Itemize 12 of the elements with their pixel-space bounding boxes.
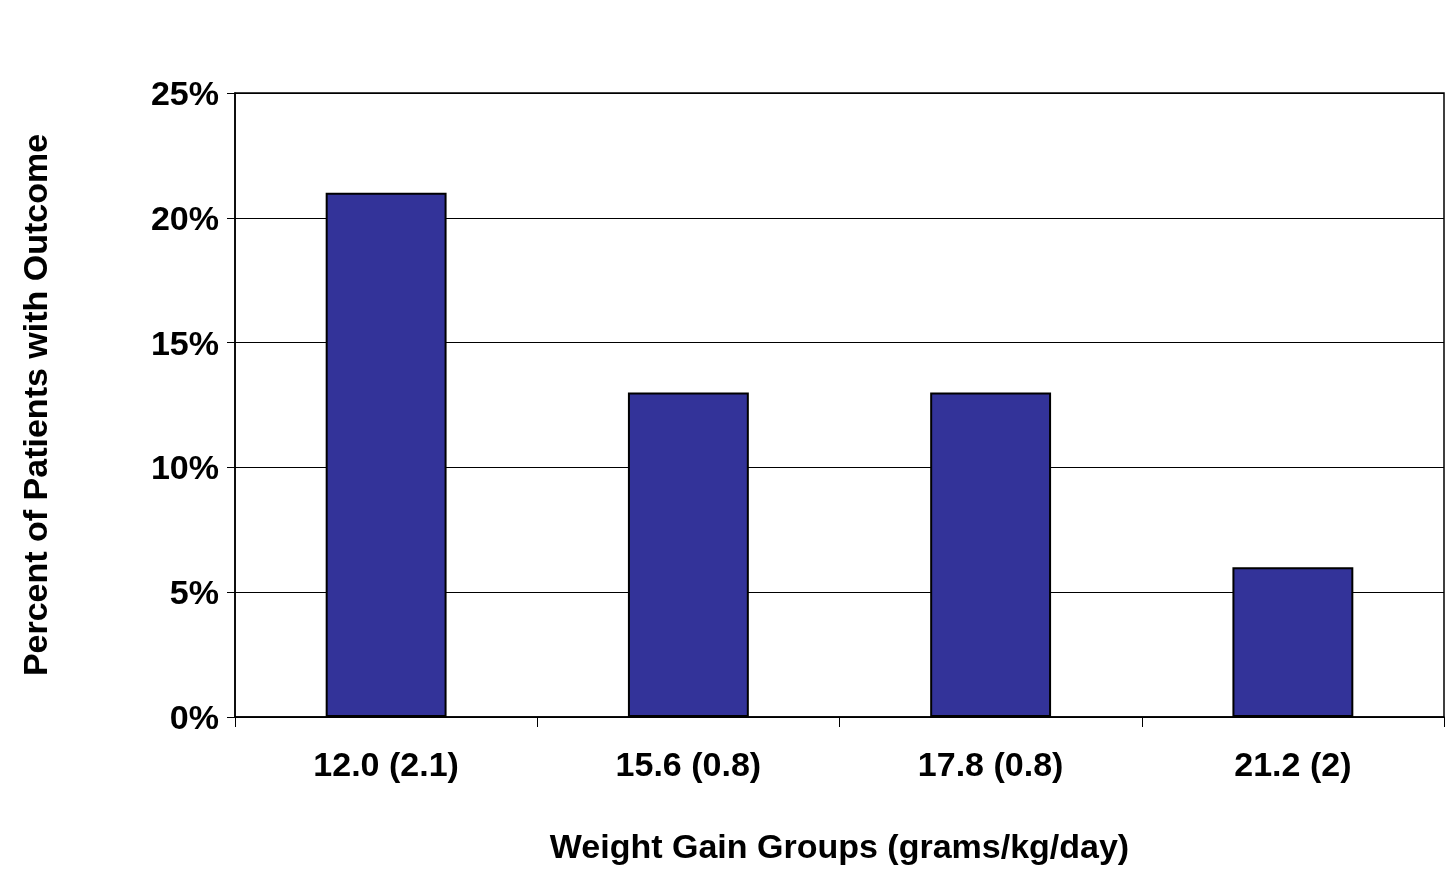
x-tick-label: 17.8 (0.8) <box>917 745 1064 783</box>
y-tick-label: 20% <box>150 198 219 237</box>
y-tick-label: 5% <box>169 573 219 612</box>
x-axis-title: Weight Gain Groups (grams/kg/day) <box>549 827 1130 865</box>
y-tick-label: 15% <box>150 323 219 362</box>
y-axis-title: Percent of Patients with Outcome <box>16 133 54 677</box>
x-tick-label: 12.0 (2.1) <box>313 745 459 783</box>
y-tick-label: 25% <box>150 74 219 112</box>
y-tick-label: 0% <box>169 698 219 736</box>
x-tick-label: 15.6 (0.8) <box>615 745 762 783</box>
x-tick-label: 21.2 (2) <box>1234 745 1352 783</box>
y-tick-label: 10% <box>150 448 219 487</box>
